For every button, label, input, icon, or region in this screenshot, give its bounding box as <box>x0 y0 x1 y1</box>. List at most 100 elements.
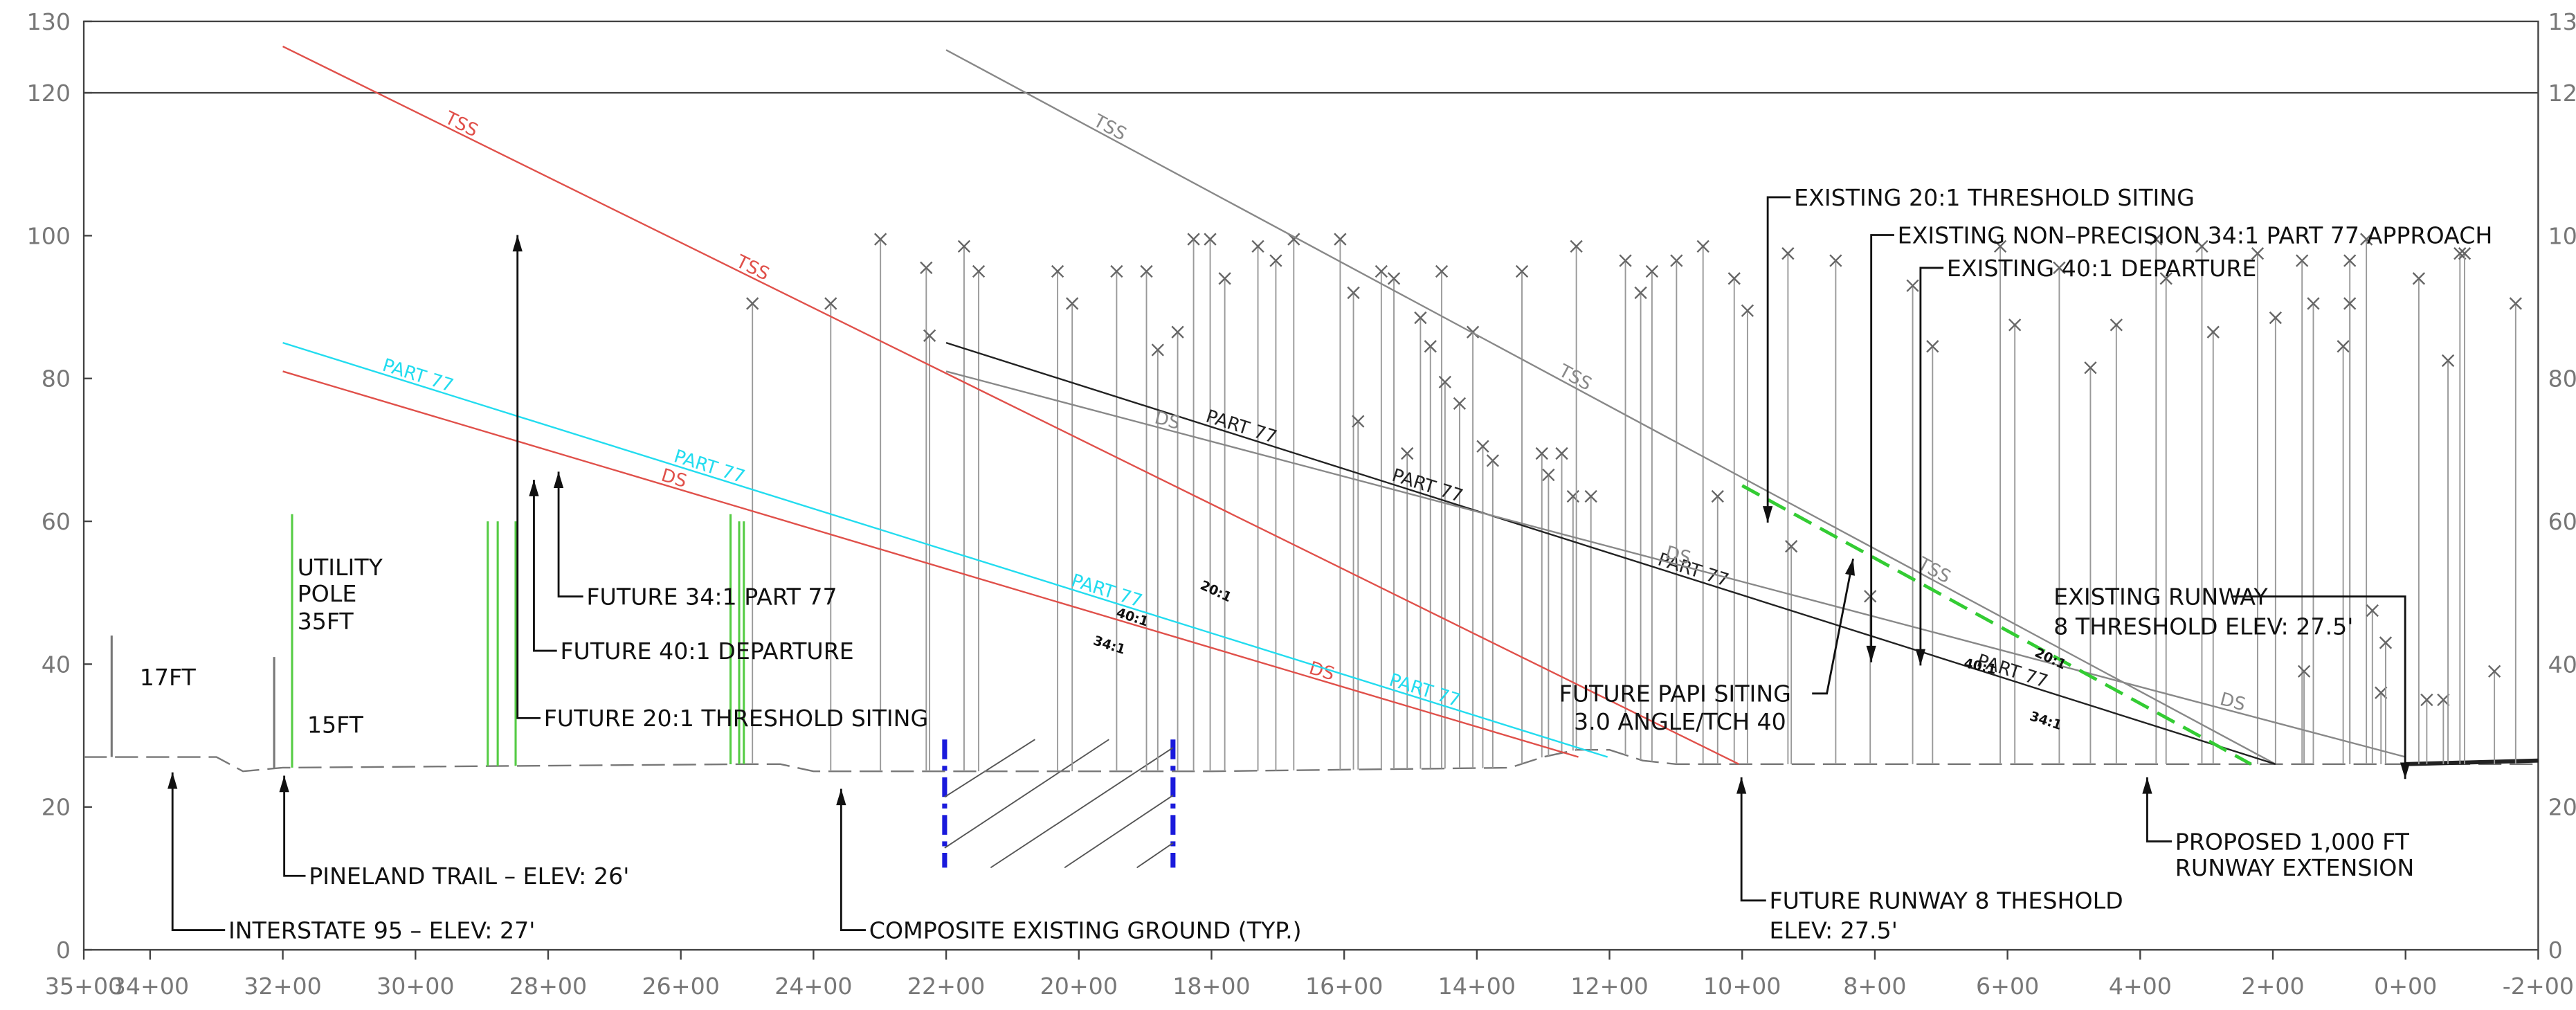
obstruction-marker <box>1741 304 1754 317</box>
plot-frame <box>82 20 2539 951</box>
obstruction-marker <box>2150 233 2163 246</box>
obstruction-marker <box>1334 233 1347 246</box>
obstruction-marker <box>2487 665 2501 678</box>
arrow-head <box>553 471 564 489</box>
leader-line <box>840 788 866 932</box>
obstruction-marker <box>2343 254 2357 267</box>
obstruction-marker <box>923 329 936 342</box>
obstruction-marker <box>2420 693 2433 707</box>
obstruction-marker <box>1555 447 1568 460</box>
obstruction-marker <box>1401 447 1414 460</box>
obstruction-marker <box>1187 233 1200 246</box>
x-tick-label: 34+00 <box>111 973 189 1000</box>
surface-label: PART 77 <box>380 355 456 397</box>
obstruction-marker <box>1051 264 1064 278</box>
surface-line <box>945 342 2276 765</box>
surface-label: TSS <box>732 251 772 285</box>
x-tick-label: 32+00 <box>244 973 321 1000</box>
x-tick-label: 30+00 <box>377 973 454 1000</box>
surface-line <box>945 370 2406 758</box>
limit-lines <box>942 739 1176 868</box>
obstruction-marker <box>2360 233 2373 246</box>
x-tick-label: 10+00 <box>1703 973 1781 1000</box>
arrow-head <box>1915 649 1926 666</box>
surface-line <box>282 45 1739 765</box>
x-tick-label: 6+00 <box>1976 973 2039 1000</box>
annotation: POLE <box>298 580 357 607</box>
obstruction-marker <box>1634 286 1647 300</box>
obstruction-marker <box>1619 254 1632 267</box>
obstruction-marker <box>1993 240 2007 253</box>
obstruction-marker <box>2297 665 2311 678</box>
annotation: COMPOSITE EXISTING GROUND (TYP.) <box>869 917 1302 944</box>
obstruction-marker <box>1251 240 1264 253</box>
annotation: 34:1 <box>1091 633 1127 658</box>
annotation: UTILITY <box>298 554 383 581</box>
x-tick-label: 4+00 <box>2109 973 2172 1000</box>
obstruction-marker <box>1696 240 1709 253</box>
obstruction-marker <box>2458 247 2471 260</box>
obstruction-marker <box>1570 240 1583 253</box>
x-tick-label: 16+00 <box>1305 973 1383 1000</box>
arrow-head <box>167 772 178 789</box>
arrow-head <box>1763 506 1773 523</box>
surface-label: PART 77 <box>1069 570 1145 612</box>
obstruction-marker <box>1515 264 1529 278</box>
hatch-line <box>944 739 1035 798</box>
arrow-head <box>2142 777 2152 794</box>
surface-label: TSS <box>1089 110 1130 145</box>
obstruction-marker <box>1435 264 1449 278</box>
obstruction-marker <box>2206 325 2220 339</box>
annotation: 17FT <box>140 664 197 691</box>
y-tick-label-right: 130 <box>2548 8 2576 35</box>
obstruction-marker <box>1453 397 1467 410</box>
annotation: 35FT <box>298 608 354 635</box>
x-tick-label: 35+00 <box>45 973 123 1000</box>
leader-line <box>1812 558 1854 695</box>
annotation: 3.0 ANGLE/TCH 40 <box>1574 708 1786 735</box>
leader-line <box>1919 267 1944 666</box>
annotation: FUTURE 34:1 PART 77 <box>586 584 837 611</box>
annotation: 20:1 <box>1198 577 1234 605</box>
annotation: PINELAND TRAIL – ELEV: 26' <box>309 863 629 890</box>
obstruction-marker <box>746 297 759 310</box>
obstruction-marker <box>1218 272 1231 285</box>
leader-line <box>2231 595 2406 779</box>
leader-line <box>1740 777 1766 902</box>
obstruction-marker <box>2343 297 2357 310</box>
obstruction-marker <box>1670 254 1683 267</box>
x-tick-label: 12+00 <box>1570 973 1648 1000</box>
x-tick-label: 8+00 <box>1843 973 1906 1000</box>
obstruction-marker <box>874 233 887 246</box>
obstruction-marker <box>2251 247 2265 260</box>
hatch-line <box>1136 842 1174 869</box>
x-tick-label: 0+00 <box>2374 973 2437 1000</box>
annotation: EXISTING 40:1 DEPARTURE <box>1947 255 2257 282</box>
annotation: FUTURE 20:1 THRESHOLD SITING <box>544 705 929 732</box>
leader-line <box>557 471 583 598</box>
obstruction-marker <box>2269 311 2282 325</box>
annotation: ELEV: 27.5' <box>1770 917 1898 944</box>
leader-line <box>283 775 306 877</box>
obstruction-marker <box>1864 590 1877 603</box>
y-tick-label: 100 <box>27 222 71 249</box>
y-tick-label-right: 0 <box>2548 937 2563 964</box>
y-tick-label-right: 120 <box>2548 80 2576 107</box>
surface-line <box>282 370 1579 758</box>
obstruction-marker <box>2307 297 2320 310</box>
arrow-head <box>512 235 523 252</box>
obstruction-marker <box>1140 264 1153 278</box>
annotation: FUTURE 40:1 DEPARTURE <box>560 638 853 665</box>
obstruction-marker <box>2453 247 2467 260</box>
obstruction-marker <box>2159 272 2173 285</box>
x-tick-label: 14+00 <box>1438 973 1516 1000</box>
x-tick-label: 28+00 <box>509 973 587 1000</box>
y-tick-label: 40 <box>42 651 71 678</box>
annotation: PROPOSED 1,000 FT <box>2175 828 2410 855</box>
obstruction-marker <box>1584 489 1597 503</box>
obstruction-marker <box>1535 447 1548 460</box>
obstruction-marker <box>957 240 971 253</box>
obstruction-marker <box>1711 489 1724 503</box>
x-tick-label: 24+00 <box>774 973 852 1000</box>
surface-line <box>945 49 2276 765</box>
